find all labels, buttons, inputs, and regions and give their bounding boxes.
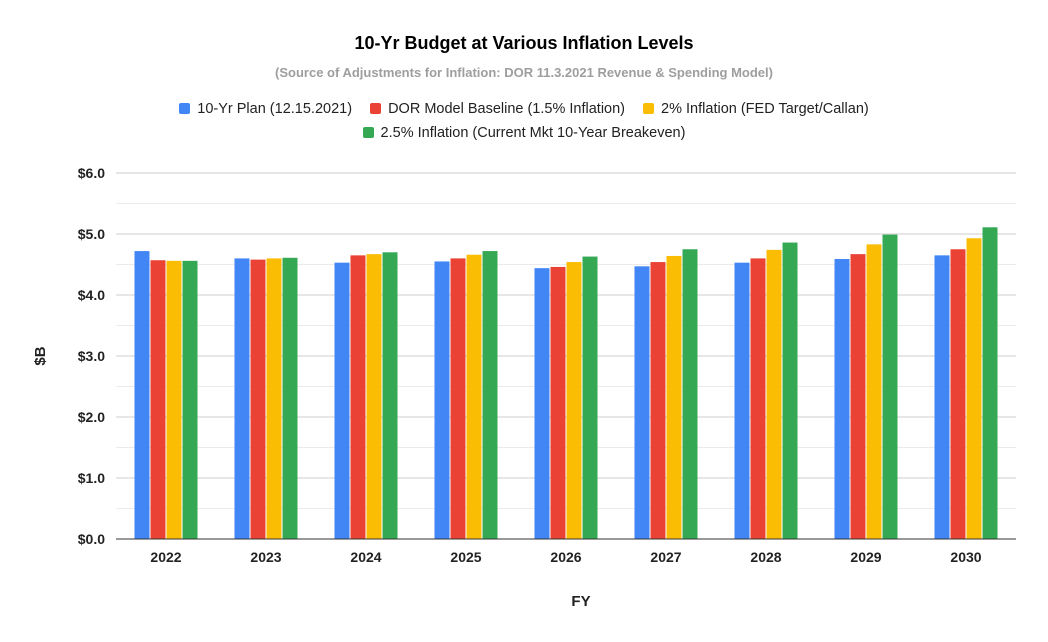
bar [934, 255, 950, 539]
bar [550, 266, 566, 539]
bar [434, 261, 450, 539]
bar [750, 258, 766, 539]
legend-item-2pct-inflation: 2% Inflation (FED Target/Callan) [643, 101, 869, 117]
legend-item-10yr-plan: 10-Yr Plan (12.15.2021) [179, 101, 352, 117]
bar [450, 258, 466, 539]
y-tick-label: $6.0 [78, 165, 105, 181]
gridlines [116, 172, 1016, 509]
bar [982, 227, 998, 540]
bar [766, 249, 782, 540]
legend-item-dor-baseline: DOR Model Baseline (1.5% Inflation) [370, 101, 625, 117]
x-tick-label: 2022 [150, 549, 181, 565]
x-tick-label: 2028 [750, 549, 781, 565]
bars [134, 227, 998, 540]
y-tick-labels: $0.0 $1.0 $2.0 $3.0 $4.0 $5.0 $6.0 [78, 165, 105, 547]
bar [166, 260, 182, 539]
x-tick-label: 2025 [450, 549, 481, 565]
bar [534, 268, 550, 539]
x-axis-label: FY [571, 593, 590, 610]
chart-title: 10-Yr Budget at Various Inflation Levels [354, 33, 694, 53]
legend-swatch-2-5pct-inflation [362, 127, 374, 138]
bar [682, 249, 698, 539]
bar [350, 255, 366, 539]
bar [234, 258, 250, 539]
legend-row-1: 10-Yr Plan (12.15.2021) DOR Model Baseli… [0, 101, 1048, 117]
bar [366, 254, 382, 539]
bar [382, 252, 398, 540]
bar [650, 262, 666, 539]
y-tick-label: $1.0 [78, 470, 105, 486]
x-tick-labels: 2022 2023 2024 2025 2026 2027 2028 2029 2030 [150, 549, 981, 565]
legend-swatch-2pct-inflation [643, 103, 655, 114]
legend-swatch-10yr-plan [179, 103, 191, 114]
bar [634, 266, 650, 539]
bar [866, 244, 882, 539]
x-tick-label: 2023 [250, 549, 281, 565]
bar [466, 254, 482, 540]
bar [482, 251, 498, 539]
legend-label-2-5pct-inflation: 2.5% Inflation (Current Mkt 10-Year Brea… [380, 125, 686, 141]
chart-subtitle: (Source of Adjustments for Inflation: DO… [275, 65, 773, 80]
bar [250, 259, 266, 539]
y-tick-label: $5.0 [78, 226, 105, 242]
x-tick-label: 2027 [650, 549, 681, 565]
bar [850, 254, 866, 539]
y-tick-label: $3.0 [78, 348, 105, 364]
bar [966, 238, 982, 539]
bar [566, 262, 582, 539]
x-tick-label: 2024 [350, 549, 381, 565]
bar [334, 262, 350, 539]
bar [882, 234, 898, 540]
bar [834, 259, 850, 539]
bar [282, 257, 298, 539]
bar [582, 256, 598, 539]
legend-label-2pct-inflation: 2% Inflation (FED Target/Callan) [661, 101, 869, 117]
y-tick-label: $4.0 [78, 287, 105, 303]
x-tick-label: 2026 [550, 549, 581, 565]
y-tick-label: $0.0 [78, 531, 105, 547]
legend-label-10yr-plan: 10-Yr Plan (12.15.2021) [197, 101, 353, 117]
x-tick-label: 2030 [950, 549, 981, 565]
bar [266, 258, 282, 539]
legend-row-2: 2.5% Inflation (Current Mkt 10-Year Brea… [0, 125, 1048, 141]
bar [734, 262, 750, 539]
legend-label-dor-baseline: DOR Model Baseline (1.5% Inflation) [388, 101, 626, 117]
bar [134, 251, 150, 539]
bar [150, 260, 166, 539]
x-tick-label: 2029 [850, 549, 881, 565]
bar [782, 242, 798, 540]
bar [182, 260, 198, 539]
bar [666, 255, 682, 539]
legend-item-2-5pct-inflation: 2.5% Inflation (Current Mkt 10-Year Brea… [362, 125, 686, 141]
bar [950, 249, 966, 539]
y-axis-label: $B [32, 346, 49, 365]
legend-swatch-dor-baseline [370, 103, 382, 114]
y-tick-label: $2.0 [78, 409, 105, 425]
